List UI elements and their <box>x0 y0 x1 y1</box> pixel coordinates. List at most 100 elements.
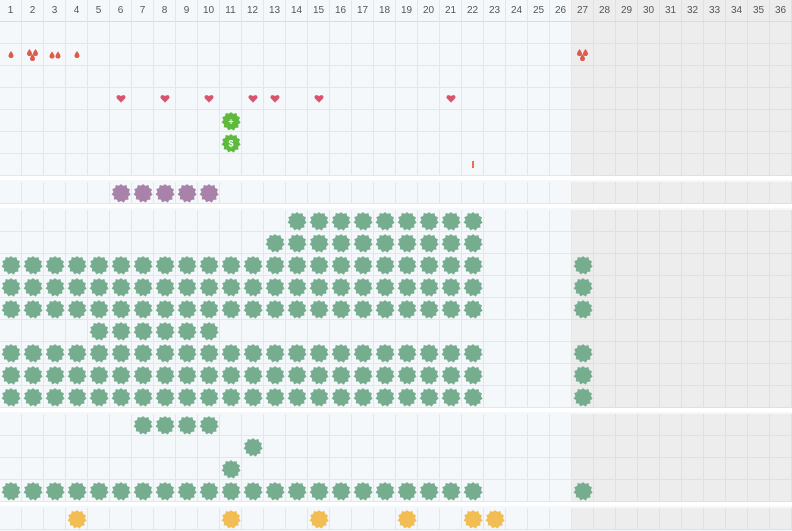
grid-cell[interactable] <box>374 210 396 232</box>
grid-cell[interactable] <box>44 154 66 176</box>
green-tile-icon[interactable] <box>419 233 439 253</box>
grid-cell[interactable] <box>264 254 286 276</box>
plus-badge-icon[interactable]: + <box>221 111 241 131</box>
grid-cell[interactable] <box>0 22 22 44</box>
grid-cell[interactable] <box>528 480 550 502</box>
grid-cell[interactable] <box>220 182 242 204</box>
grid-cell[interactable] <box>638 110 660 132</box>
grid-cell[interactable] <box>660 66 682 88</box>
green-tile-icon[interactable] <box>309 299 329 319</box>
grid-cell[interactable] <box>264 88 286 110</box>
grid-cell[interactable] <box>440 254 462 276</box>
grid-cell[interactable] <box>594 276 616 298</box>
green-tile-icon[interactable] <box>89 277 109 297</box>
grid-cell[interactable] <box>462 154 484 176</box>
grid-cell[interactable] <box>352 458 374 480</box>
grid-cell[interactable] <box>484 364 506 386</box>
grid-cell[interactable] <box>550 342 572 364</box>
grid-cell[interactable] <box>176 22 198 44</box>
grid-cell[interactable] <box>704 364 726 386</box>
grid-cell[interactable] <box>660 364 682 386</box>
grid-cell[interactable] <box>396 182 418 204</box>
grid-cell[interactable] <box>440 22 462 44</box>
grid-cell[interactable] <box>242 182 264 204</box>
grid-cell[interactable] <box>22 342 44 364</box>
grid-cell[interactable] <box>330 110 352 132</box>
grid-cell[interactable] <box>396 436 418 458</box>
grid-cell[interactable] <box>264 508 286 530</box>
green-tile-icon[interactable] <box>67 255 87 275</box>
grid-cell[interactable] <box>418 342 440 364</box>
grid-cell[interactable] <box>220 342 242 364</box>
grid-cell[interactable] <box>462 342 484 364</box>
grid-cell[interactable] <box>242 22 264 44</box>
column-header-33[interactable]: 33 <box>704 0 726 22</box>
grid-cell[interactable] <box>396 386 418 408</box>
column-header-11[interactable]: 11 <box>220 0 242 22</box>
grid-cell[interactable] <box>154 182 176 204</box>
green-tile-icon[interactable] <box>331 365 351 385</box>
grid-cell[interactable] <box>616 364 638 386</box>
green-tile-icon[interactable] <box>397 255 417 275</box>
grid-cell[interactable] <box>594 232 616 254</box>
column-header-9[interactable]: 9 <box>176 0 198 22</box>
green-tile-icon[interactable] <box>177 387 197 407</box>
grid-cell[interactable] <box>242 154 264 176</box>
grid-cell[interactable] <box>132 342 154 364</box>
grid-cell[interactable] <box>748 386 770 408</box>
green-tile-icon[interactable] <box>111 321 131 341</box>
grid-cell[interactable] <box>418 182 440 204</box>
grid-cell[interactable] <box>66 364 88 386</box>
grid-cell[interactable] <box>308 508 330 530</box>
purple-tile-icon[interactable] <box>199 183 219 203</box>
grid-cell[interactable] <box>638 480 660 502</box>
green-tile-icon[interactable] <box>353 233 373 253</box>
grid-cell[interactable] <box>44 480 66 502</box>
grid-cell[interactable] <box>704 414 726 436</box>
grid-cell[interactable] <box>396 276 418 298</box>
green-tile-icon[interactable] <box>331 299 351 319</box>
grid-cell[interactable] <box>132 132 154 154</box>
grid-cell[interactable] <box>66 110 88 132</box>
grid-cell[interactable] <box>330 154 352 176</box>
grid-cell[interactable] <box>440 342 462 364</box>
grid-cell[interactable] <box>220 458 242 480</box>
green-tile-icon[interactable] <box>375 343 395 363</box>
grid-cell[interactable] <box>550 88 572 110</box>
grid-cell[interactable] <box>286 254 308 276</box>
green-tile-icon[interactable] <box>397 277 417 297</box>
grid-cell[interactable] <box>176 276 198 298</box>
grid-cell[interactable] <box>220 436 242 458</box>
grid-cell[interactable] <box>132 276 154 298</box>
grid-cell[interactable] <box>550 320 572 342</box>
column-header-15[interactable]: 15 <box>308 0 330 22</box>
green-tile-icon[interactable] <box>221 365 241 385</box>
grid-cell[interactable] <box>660 414 682 436</box>
grid-cell[interactable] <box>594 458 616 480</box>
grid-cell[interactable] <box>726 320 748 342</box>
green-tile-icon[interactable] <box>419 481 439 501</box>
green-tile-icon[interactable] <box>419 211 439 231</box>
grid-cell[interactable] <box>682 276 704 298</box>
grid-cell[interactable] <box>132 232 154 254</box>
grid-cell[interactable] <box>506 132 528 154</box>
grid-cell[interactable] <box>528 210 550 232</box>
grid-cell[interactable] <box>638 386 660 408</box>
grid-cell[interactable] <box>594 154 616 176</box>
grid-cell[interactable] <box>154 276 176 298</box>
grid-cell[interactable] <box>638 276 660 298</box>
grid-cell[interactable] <box>176 364 198 386</box>
grid-cell[interactable] <box>528 342 550 364</box>
grid-cell[interactable] <box>550 22 572 44</box>
grid-cell[interactable] <box>462 66 484 88</box>
grid-cell[interactable] <box>682 154 704 176</box>
green-tile-icon[interactable] <box>441 255 461 275</box>
grid-cell[interactable] <box>22 364 44 386</box>
grid-cell[interactable] <box>462 210 484 232</box>
grid-cell[interactable] <box>0 154 22 176</box>
grid-cell[interactable] <box>660 386 682 408</box>
green-tile-icon[interactable] <box>265 233 285 253</box>
green-tile-icon[interactable] <box>155 321 175 341</box>
grid-cell[interactable] <box>528 320 550 342</box>
grid-cell[interactable] <box>0 342 22 364</box>
